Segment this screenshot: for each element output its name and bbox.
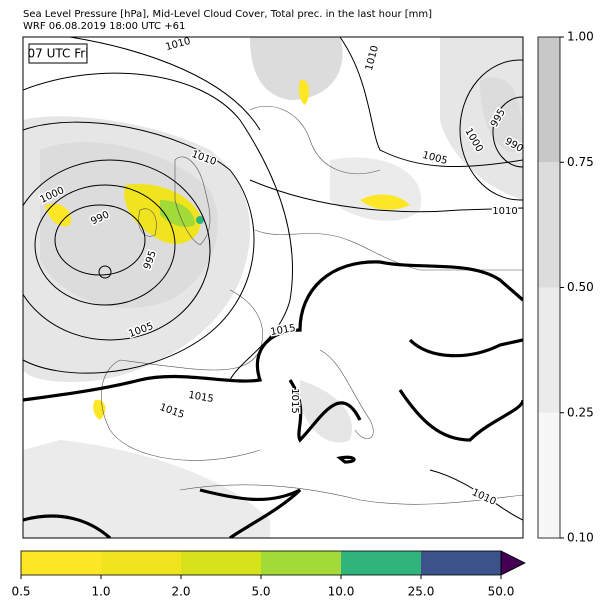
- isobar-1015-thick: [23, 260, 523, 538]
- cloud-tick-label: 0.10: [567, 531, 594, 545]
- cloud-color-segment: [538, 162, 560, 288]
- subtitle: WRF 06.08.2019 18:00 UTC +61: [23, 21, 185, 32]
- precip-color-segment: [341, 551, 421, 575]
- precip-tick-label: 10.0: [328, 585, 355, 599]
- precip-color-segment: [181, 551, 261, 575]
- precip-tick-label: 25.0: [408, 585, 435, 599]
- cloud-tick-label: 0.25: [567, 405, 594, 419]
- coastlines: [100, 106, 523, 505]
- cloud-color-segment: [538, 37, 560, 163]
- cloud-tick-label: 0.75: [567, 155, 594, 169]
- cloud-tick-label: 1.00: [567, 30, 594, 44]
- cloud-color-segment: [538, 412, 560, 538]
- precip-tick-label: 1.0: [91, 585, 110, 599]
- cloud-color-segment: [538, 287, 560, 413]
- precip-color-segment: [421, 551, 501, 575]
- time-label: 07 UTC Fri: [28, 47, 89, 61]
- time-label-box: [28, 43, 88, 64]
- precip-color-segment: [21, 551, 101, 575]
- precip-tick-label: 50.0: [488, 585, 515, 599]
- title: Sea Level Pressure [hPa], Mid-Level Clou…: [23, 9, 432, 20]
- precip-extend-arrow: [500, 550, 526, 576]
- cloud-tick-label: 0.50: [567, 280, 594, 294]
- precip-color-segment: [101, 551, 181, 575]
- isobar-label: 1015: [289, 388, 300, 413]
- precip-tick-label: 2.0: [171, 585, 190, 599]
- isobar-label: 1010: [492, 206, 517, 217]
- map-frame: [22, 36, 524, 539]
- isobars: [23, 37, 523, 521]
- precip-color-segment: [261, 551, 341, 575]
- precip-tick-label: 5.0: [251, 585, 270, 599]
- precip-tick-label: 0.5: [11, 585, 30, 599]
